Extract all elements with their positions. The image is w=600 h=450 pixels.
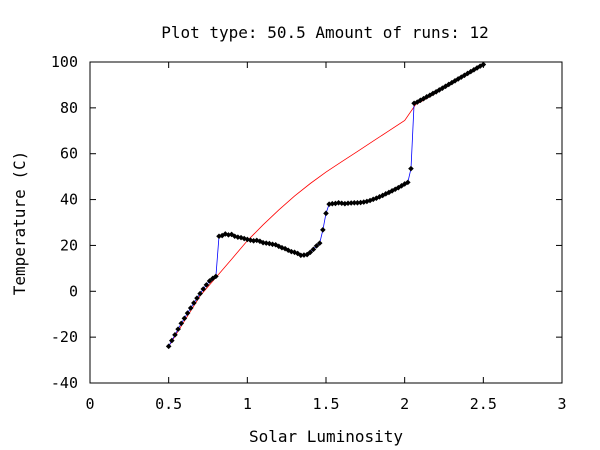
data-point <box>342 200 348 207</box>
data-point <box>238 234 244 241</box>
data-point <box>200 286 207 292</box>
y-axis-label: Temperature (C) <box>10 151 29 296</box>
data-point <box>165 343 172 350</box>
data-point <box>389 188 395 194</box>
data-point <box>175 326 181 332</box>
data-point <box>395 184 402 191</box>
y-tick-label: 100 <box>51 53 78 71</box>
data-point <box>326 201 332 207</box>
data-point <box>178 320 185 327</box>
data-point <box>260 239 266 246</box>
data-point <box>310 246 317 253</box>
data-point <box>169 337 175 344</box>
chart-title: Plot type: 50.5 Amount of runs: 12 <box>161 23 489 42</box>
data-point <box>250 238 257 244</box>
x-tick-label: 1 <box>243 395 252 413</box>
series-line-1 <box>168 64 484 347</box>
data-point <box>392 186 399 193</box>
data-point <box>405 179 411 186</box>
data-point <box>376 194 383 200</box>
data-point <box>417 97 424 104</box>
data-point <box>427 92 433 99</box>
y-tick-label: -20 <box>51 328 78 346</box>
data-point <box>304 251 310 258</box>
y-axis: -40 -20 0 20 40 60 80 100 <box>51 53 562 392</box>
data-point <box>181 315 188 322</box>
data-point <box>477 63 483 69</box>
data-point <box>191 300 197 306</box>
data-point <box>291 249 298 256</box>
data-point <box>206 278 213 284</box>
data-point <box>294 250 301 257</box>
data-point <box>323 210 329 217</box>
x-tick-label: 0.5 <box>155 395 182 413</box>
data-point <box>257 238 263 245</box>
data-point <box>332 200 339 207</box>
data-point <box>184 310 191 316</box>
data-point <box>411 100 417 107</box>
data-point <box>345 200 351 207</box>
data-point <box>398 183 405 189</box>
data-point <box>187 305 194 311</box>
data-point <box>244 236 251 243</box>
y-tick-label: 60 <box>60 145 78 163</box>
data-point <box>266 240 273 247</box>
data-point <box>364 198 370 205</box>
data-point <box>316 240 323 246</box>
data-point <box>357 199 364 206</box>
y-tick-label: -40 <box>51 374 78 392</box>
x-tick-label: 2 <box>400 395 409 413</box>
data-point <box>172 332 178 338</box>
data-point <box>420 95 427 102</box>
x-axis: 0 0.5 1 1.5 2 2.5 3 <box>85 62 567 413</box>
x-tick-label: 1.5 <box>312 395 339 413</box>
data-point <box>408 165 414 172</box>
data-point <box>423 94 430 100</box>
x-tick-label: 3 <box>557 395 566 413</box>
y-tick-label: 40 <box>60 191 78 209</box>
data-point <box>282 245 288 252</box>
x-axis-label: Solar Luminosity <box>249 427 403 446</box>
data-point <box>348 200 354 206</box>
data-point <box>313 243 320 249</box>
data-point <box>213 273 219 280</box>
y-tick-label: 0 <box>69 282 78 300</box>
y-tick-label: 80 <box>60 99 78 117</box>
x-tick-label: 0 <box>85 395 94 413</box>
data-point <box>241 235 247 242</box>
data-point <box>197 290 203 297</box>
plot-area <box>89 61 563 384</box>
data-point <box>351 199 358 206</box>
data-point <box>288 248 295 255</box>
data-point <box>379 192 386 199</box>
data-point <box>367 197 373 204</box>
data-point <box>382 191 389 197</box>
data-point <box>320 227 326 233</box>
data-point <box>298 252 304 259</box>
y-tick-label: 20 <box>60 236 78 254</box>
x-tick-label: 2.5 <box>470 395 497 413</box>
data-point <box>370 196 376 203</box>
data-point <box>386 189 392 196</box>
plot-frame <box>89 61 563 384</box>
data-point <box>269 241 276 248</box>
data-point <box>301 252 307 258</box>
data-point <box>414 99 421 105</box>
data-point <box>276 243 282 250</box>
data-point <box>194 295 200 301</box>
data-point <box>285 247 292 254</box>
data-point <box>228 231 235 238</box>
data-point <box>329 200 336 207</box>
data-point <box>279 244 285 251</box>
series-line-0 <box>168 65 484 347</box>
data-point <box>203 282 210 288</box>
data-point <box>354 199 361 206</box>
data-point <box>401 181 408 187</box>
data-point <box>272 241 279 248</box>
data-point <box>307 249 314 256</box>
